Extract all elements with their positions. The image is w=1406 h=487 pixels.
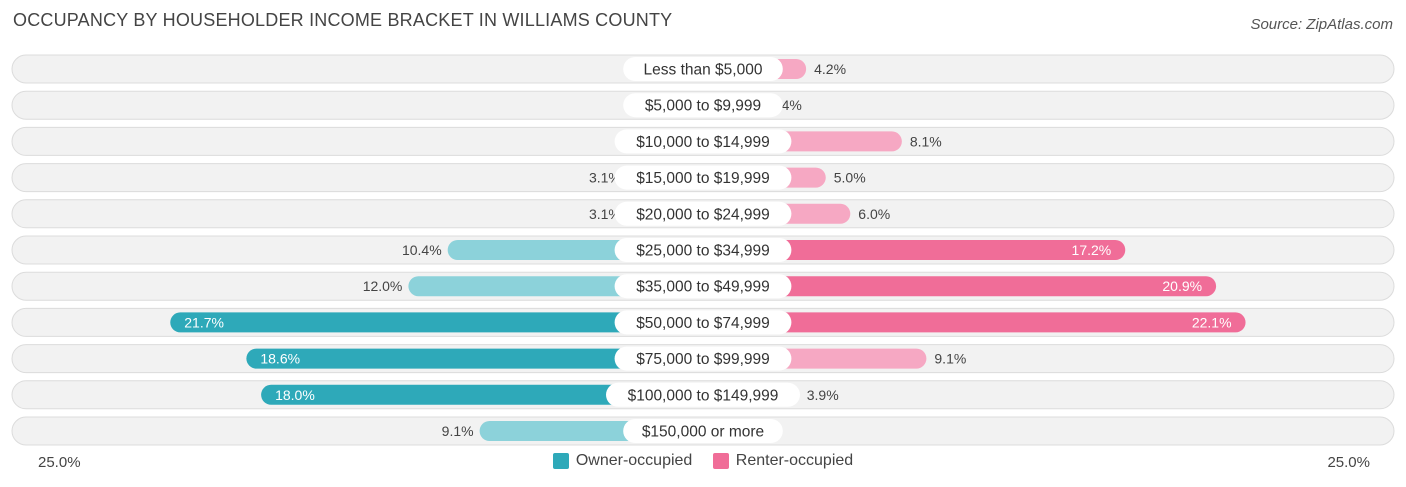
category-label: $20,000 to $24,999 bbox=[636, 206, 770, 223]
owner-bar bbox=[261, 384, 703, 405]
owner-bar bbox=[170, 312, 703, 333]
owner-value-label: 21.7% bbox=[184, 314, 224, 330]
category-label: $35,000 to $49,999 bbox=[636, 279, 770, 296]
category-label-pill bbox=[623, 93, 783, 118]
owner-value-label: 12.0% bbox=[363, 278, 403, 294]
legend-label-renter: Renter-occupied bbox=[735, 452, 854, 469]
legend-swatch-renter bbox=[712, 453, 729, 469]
chart-plot: 1.4%4.2%Less than $5,0000.89%2.4%$5,000 … bbox=[11, 54, 1395, 446]
category-label-pill bbox=[606, 382, 800, 407]
owner-value-label: 3.1% bbox=[589, 170, 621, 186]
axis-left-label: 25.0% bbox=[38, 454, 81, 471]
legend-label-owner: Owner-occupied bbox=[575, 452, 693, 469]
owner-value-label: 9.1% bbox=[442, 423, 474, 439]
renter-bar bbox=[703, 276, 1217, 297]
renter-value-label: 8.1% bbox=[910, 133, 942, 149]
category-label: $25,000 to $34,999 bbox=[636, 243, 770, 260]
renter-value-label: 20.9% bbox=[1162, 278, 1202, 294]
category-label-pill bbox=[623, 419, 783, 443]
owner-value-label: 10.4% bbox=[402, 242, 442, 258]
chart-title: OCCUPANCY BY HOUSEHOLDER INCOME BRACKET … bbox=[13, 10, 673, 30]
renter-value-label: 9.1% bbox=[934, 351, 966, 367]
category-label-pill bbox=[614, 129, 792, 154]
legend: Owner-occupied Renter-occupied bbox=[0, 452, 1406, 474]
category-label-pill bbox=[614, 201, 792, 226]
legend-item-owner: Owner-occupied bbox=[552, 452, 693, 470]
owner-value-label: 3.1% bbox=[589, 206, 621, 222]
renter-bar bbox=[703, 312, 1246, 333]
category-label-pill bbox=[623, 57, 783, 81]
renter-value-label: 22.1% bbox=[1192, 314, 1232, 330]
legend-item-renter: Renter-occupied bbox=[712, 452, 854, 470]
axis-right-label: 25.0% bbox=[1327, 454, 1370, 471]
category-label: Less than $5,000 bbox=[644, 62, 763, 79]
category-label: $15,000 to $19,999 bbox=[636, 170, 770, 187]
owner-bar bbox=[246, 348, 703, 369]
renter-value-label: 5.0% bbox=[834, 170, 866, 186]
chart-source: Source: ZipAtlas.com bbox=[1250, 16, 1393, 33]
category-label: $10,000 to $14,999 bbox=[636, 134, 770, 151]
renter-value-label: 17.2% bbox=[1072, 242, 1112, 258]
owner-value-label: 18.6% bbox=[260, 351, 300, 367]
category-label-pill bbox=[614, 346, 792, 371]
legend-swatch-owner bbox=[552, 453, 569, 469]
category-label: $150,000 or more bbox=[642, 424, 764, 441]
renter-value-label: 6.0% bbox=[858, 206, 890, 222]
renter-value-label: 3.9% bbox=[807, 387, 839, 403]
renter-bar bbox=[703, 240, 1126, 260]
category-label-pill bbox=[614, 165, 792, 190]
category-label: $50,000 to $74,999 bbox=[636, 315, 770, 332]
category-label: $5,000 to $9,999 bbox=[645, 98, 761, 115]
owner-value-label: 18.0% bbox=[275, 387, 315, 403]
category-label: $100,000 to $149,999 bbox=[628, 387, 779, 404]
category-label-pill bbox=[614, 238, 792, 262]
renter-value-label: 4.2% bbox=[814, 61, 846, 77]
category-label-pill bbox=[614, 274, 792, 299]
category-label: $75,000 to $99,999 bbox=[636, 351, 770, 368]
category-label-pill bbox=[614, 310, 792, 335]
